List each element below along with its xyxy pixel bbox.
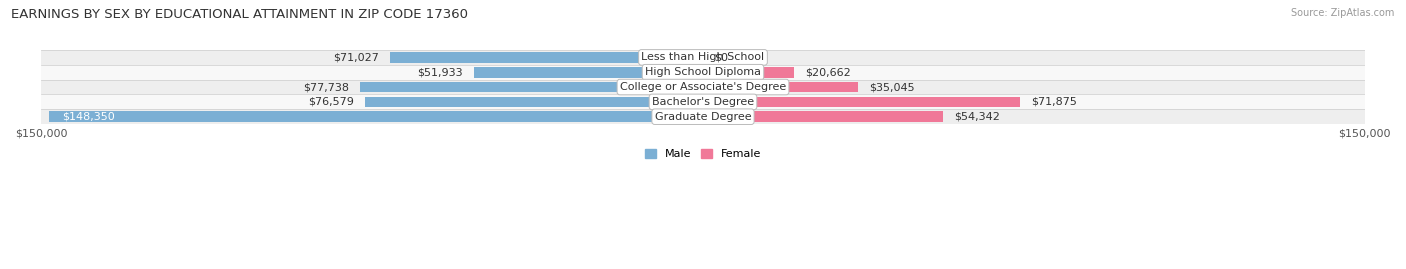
Text: $71,875: $71,875: [1031, 97, 1077, 107]
Bar: [474, 67, 703, 77]
Bar: [360, 82, 703, 92]
Bar: [703, 67, 794, 77]
Bar: [41, 65, 1365, 80]
Legend: Male, Female: Male, Female: [645, 149, 761, 159]
Text: $54,342: $54,342: [953, 112, 1000, 122]
Text: $148,350: $148,350: [62, 112, 114, 122]
Bar: [366, 97, 703, 107]
Text: College or Associate's Degree: College or Associate's Degree: [620, 82, 786, 92]
Text: EARNINGS BY SEX BY EDUCATIONAL ATTAINMENT IN ZIP CODE 17360: EARNINGS BY SEX BY EDUCATIONAL ATTAINMEN…: [11, 8, 468, 21]
Bar: [49, 111, 703, 122]
Text: $35,045: $35,045: [869, 82, 914, 92]
Text: $0: $0: [714, 52, 728, 62]
Bar: [703, 97, 1021, 107]
Text: $51,933: $51,933: [418, 67, 463, 77]
Text: High School Diploma: High School Diploma: [645, 67, 761, 77]
Bar: [703, 111, 943, 122]
Text: Less than High School: Less than High School: [641, 52, 765, 62]
Bar: [41, 50, 1365, 65]
Bar: [703, 82, 858, 92]
Text: Source: ZipAtlas.com: Source: ZipAtlas.com: [1291, 8, 1395, 18]
Text: $71,027: $71,027: [333, 52, 378, 62]
Bar: [389, 52, 703, 63]
Bar: [41, 94, 1365, 109]
Bar: [41, 80, 1365, 94]
Text: Graduate Degree: Graduate Degree: [655, 112, 751, 122]
Text: $20,662: $20,662: [806, 67, 851, 77]
Bar: [41, 109, 1365, 124]
Text: $77,738: $77,738: [304, 82, 349, 92]
Text: $76,579: $76,579: [308, 97, 354, 107]
Text: Bachelor's Degree: Bachelor's Degree: [652, 97, 754, 107]
